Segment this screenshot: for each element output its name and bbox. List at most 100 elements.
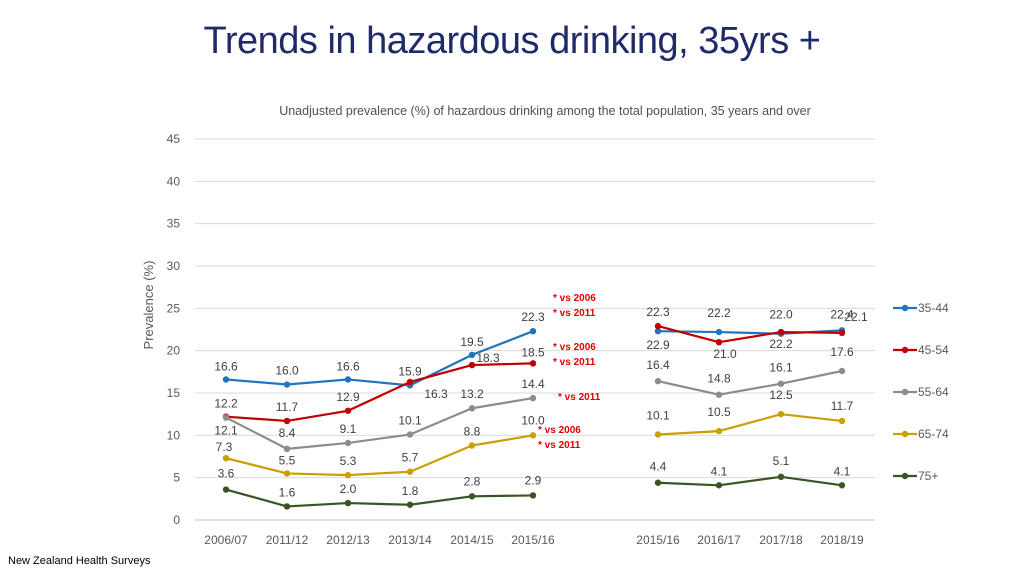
data-point-55-64 (222, 414, 230, 421)
data-label-65-74: 10.5 (707, 405, 731, 419)
data-label-75plus: 2.0 (340, 482, 357, 496)
data-point-65-74 (838, 417, 846, 425)
data-point-55-64 (715, 391, 723, 398)
legend-marker-35-44 (901, 304, 909, 312)
data-point-75plus (283, 503, 291, 510)
data-label-55-64: 10.1 (398, 413, 422, 427)
data-point-35-44 (283, 381, 291, 388)
data-point-65-74 (406, 468, 414, 475)
x-tick-label: 2006/07 (204, 533, 248, 547)
y-tick-label: 45 (167, 132, 181, 146)
data-point-65-74 (344, 471, 352, 479)
x-tick-label: 2017/18 (759, 533, 803, 547)
data-label-65-74: 12.5 (769, 388, 793, 402)
legend-marker-75plus (901, 472, 909, 480)
chart-title: Trends in hazardous drinking, 35yrs + (203, 20, 821, 62)
data-point-35-44 (529, 327, 537, 335)
data-point-65-74 (654, 431, 662, 438)
data-label-65-74: 10.0 (521, 413, 545, 427)
data-label-45-54: 21.0 (713, 347, 737, 361)
data-point-75plus (406, 501, 414, 508)
data-point-45-54 (838, 329, 846, 337)
data-label-55-64: 14.4 (521, 377, 545, 391)
data-label-75plus: 1.6 (279, 485, 296, 499)
data-point-55-64 (406, 431, 414, 438)
series-line-55-64-a (225, 396, 534, 450)
data-point-55-64 (838, 367, 846, 375)
data-label-65-74: 5.5 (279, 453, 296, 467)
data-label-75plus: 2.8 (464, 474, 481, 488)
data-label-75plus: 4.1 (834, 464, 851, 478)
data-label-35-44: 22.2 (707, 306, 731, 320)
x-tick-label: 2015/16 (636, 533, 680, 547)
data-point-55-64 (344, 439, 352, 447)
data-label-55-64: 12.1 (214, 424, 238, 438)
data-point-55-64 (468, 405, 476, 412)
y-tick-label: 35 (167, 217, 181, 231)
data-point-45-54 (777, 328, 785, 336)
data-point-45-54 (406, 378, 414, 386)
significance-annotation-65-74: * vs 2011 (538, 440, 581, 451)
data-label-75plus: 1.8 (402, 484, 419, 498)
significance-annotation-45-54: * vs 2006 (553, 342, 596, 353)
data-label-55-64: 13.2 (460, 387, 484, 401)
series-line-55-64-b (657, 369, 843, 396)
data-label-35-44: 16.6 (336, 359, 360, 373)
y-axis-label: Prevalence (%) (141, 261, 156, 350)
data-point-55-64 (283, 445, 291, 453)
x-tick-label: 2016/17 (697, 533, 741, 547)
data-point-65-74 (222, 454, 230, 462)
data-point-45-54 (344, 407, 352, 414)
significance-annotation-55-64: * vs 2011 (558, 392, 601, 403)
x-tick-label: 2012/13 (326, 533, 370, 547)
data-label-45-54: 12.9 (336, 390, 360, 404)
data-point-45-54 (529, 360, 537, 367)
data-point-65-74 (529, 432, 537, 439)
data-label-35-44: 22.3 (646, 305, 670, 319)
data-point-65-74 (283, 470, 291, 477)
series-line-75plus-b (657, 475, 843, 487)
data-point-45-54 (654, 322, 662, 330)
data-label-45-54: 11.7 (276, 400, 299, 414)
data-label-45-54: 12.2 (214, 397, 238, 411)
data-label-65-74: 7.3 (216, 440, 233, 454)
data-label-35-44: 22.4 (830, 307, 854, 321)
significance-annotation-35-44: * vs 2006 (553, 293, 596, 304)
x-tick-label: 2013/14 (388, 533, 432, 547)
y-tick-label: 5 (173, 471, 180, 485)
y-tick-label: 15 (167, 386, 181, 400)
series-line-75plus-a (225, 488, 534, 508)
y-tick-label: 40 (167, 174, 181, 188)
y-tick-label: 20 (167, 344, 181, 358)
significance-annotation-65-74: * vs 2006 (538, 425, 581, 436)
data-label-35-44: 16.0 (275, 364, 299, 378)
data-point-65-74 (715, 427, 723, 435)
legend-marker-65-74 (901, 430, 909, 438)
data-point-55-64 (529, 394, 537, 402)
y-tick-label: 30 (167, 259, 181, 273)
legend-label-65-74: 65-74 (918, 427, 949, 441)
data-label-75plus: 3.6 (218, 467, 235, 481)
data-label-35-44: 15.9 (398, 364, 422, 378)
data-point-45-54 (468, 361, 476, 369)
data-label-75plus: 2.9 (525, 473, 542, 487)
chart-subtitle: Unadjusted prevalence (%) of hazardous d… (279, 104, 811, 118)
data-point-75plus (344, 499, 352, 507)
x-tick-label: 2011/12 (266, 533, 309, 547)
data-label-55-64: 8.4 (279, 426, 296, 440)
data-label-35-44: 22.3 (521, 310, 545, 324)
data-point-75plus (838, 482, 846, 489)
data-label-35-44: 16.6 (214, 359, 238, 373)
data-label-45-54: 22.9 (646, 338, 670, 352)
data-label-35-44: 22.0 (769, 308, 793, 322)
data-point-35-44 (344, 376, 352, 383)
y-tick-label: 0 (173, 513, 180, 527)
significance-annotation-35-44: * vs 2011 (553, 308, 596, 319)
data-point-35-44 (654, 327, 662, 335)
data-point-75plus (715, 482, 723, 489)
series-line-65-74-b (657, 413, 843, 436)
x-tick-label: 2014/15 (450, 533, 494, 547)
data-label-55-64: 14.8 (707, 372, 731, 386)
data-label-55-64: 16.1 (769, 361, 793, 375)
